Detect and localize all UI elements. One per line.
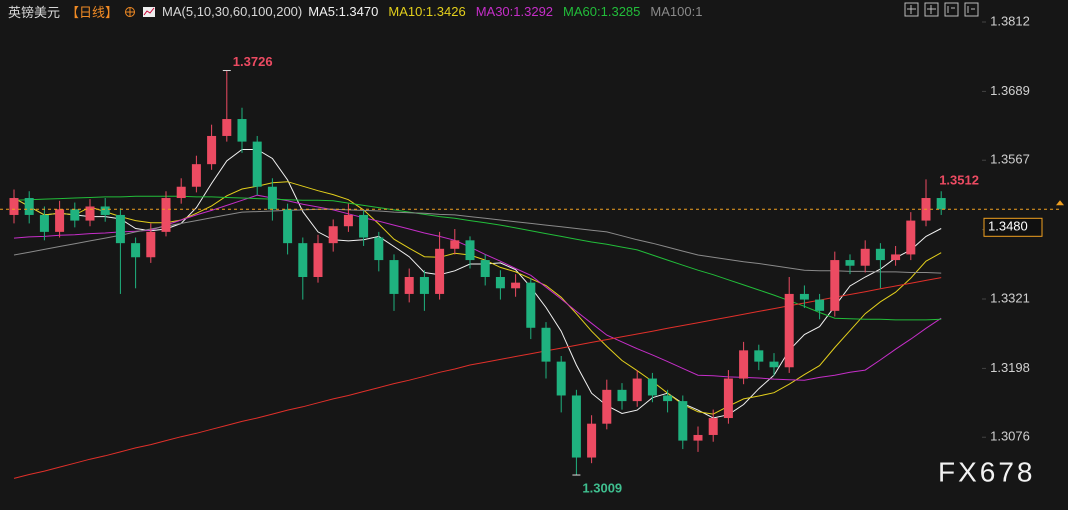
candle-body bbox=[222, 119, 232, 136]
symbol: 英镑美元 bbox=[8, 5, 61, 20]
ma-line bbox=[13, 277, 942, 479]
candle-body bbox=[495, 277, 505, 289]
ma-label: MA5:1.3470 bbox=[308, 4, 379, 19]
candle-body bbox=[85, 206, 95, 221]
candle-body bbox=[647, 378, 657, 396]
y-tick-label: 1.3321 bbox=[990, 290, 1030, 305]
ma-title: MA(5,10,30,60,100,200) bbox=[162, 4, 303, 19]
candle-body bbox=[541, 327, 551, 362]
candle-body bbox=[389, 260, 399, 294]
candle-body bbox=[267, 186, 277, 210]
candle-body bbox=[723, 378, 733, 419]
candle-body bbox=[465, 240, 475, 261]
candle-body bbox=[191, 164, 201, 187]
candle-body bbox=[556, 361, 566, 396]
settings-icon[interactable] bbox=[124, 6, 136, 18]
y-tick-label: 1.3812 bbox=[990, 13, 1030, 28]
last-price-arrow bbox=[1056, 200, 1064, 206]
candle-body bbox=[374, 237, 384, 261]
candle-body bbox=[906, 220, 916, 255]
y-tick-label: 1.3567 bbox=[990, 152, 1030, 167]
watermark: FX678 bbox=[938, 456, 1036, 487]
candle-body bbox=[298, 243, 308, 278]
candle-body bbox=[860, 248, 870, 266]
candle-body bbox=[9, 198, 19, 215]
candle-body bbox=[313, 243, 323, 278]
period[interactable]: 【日线】 bbox=[66, 5, 119, 20]
candle-body bbox=[617, 389, 627, 402]
candle-body bbox=[131, 243, 141, 258]
candle-body bbox=[875, 248, 885, 261]
candle-body bbox=[815, 299, 825, 311]
ma-label: MA10:1.3426 bbox=[388, 4, 466, 19]
candle-body bbox=[237, 119, 247, 142]
candle-body bbox=[39, 214, 49, 232]
low-label: 1.3009 bbox=[582, 480, 622, 495]
candle-body bbox=[678, 401, 688, 441]
candle-body bbox=[602, 389, 612, 424]
candle-body bbox=[435, 248, 445, 294]
candle-body bbox=[55, 209, 65, 232]
ma-line bbox=[13, 195, 942, 321]
candle-body bbox=[632, 378, 642, 402]
ma-label: MA100:1 bbox=[650, 4, 703, 19]
candle-body bbox=[359, 214, 369, 238]
last-high-label: 1.3512 bbox=[939, 173, 979, 188]
candle-body bbox=[526, 282, 536, 328]
y-tick-label: 1.3198 bbox=[990, 360, 1030, 375]
candle-body bbox=[450, 240, 460, 249]
candle-body bbox=[754, 350, 764, 362]
ma-label: MA60:1.3285 bbox=[563, 4, 641, 19]
y-tick-label: 1.3689 bbox=[990, 83, 1030, 98]
candle-body bbox=[100, 206, 110, 215]
candle-body bbox=[799, 293, 809, 300]
candle-body bbox=[283, 209, 293, 244]
candle-body bbox=[115, 214, 125, 244]
candle-body bbox=[830, 260, 840, 311]
candle-body bbox=[739, 350, 749, 379]
candle-body bbox=[936, 198, 946, 210]
candle-body bbox=[70, 209, 80, 221]
candle-body bbox=[891, 254, 901, 261]
candle-body bbox=[784, 293, 794, 368]
candle-body bbox=[207, 135, 217, 165]
candle-body bbox=[663, 395, 673, 402]
ma-labels: MA5:1.3470 MA10:1.3426 MA30:1.3292 MA60:1.3… bbox=[308, 4, 702, 19]
candle-body bbox=[511, 282, 521, 289]
candle-body bbox=[343, 214, 353, 227]
candle-body bbox=[480, 260, 490, 278]
candle-body bbox=[146, 231, 156, 258]
candle-body bbox=[708, 418, 718, 435]
candle-body bbox=[769, 361, 779, 368]
candle-body bbox=[252, 141, 262, 187]
candle-body bbox=[161, 198, 171, 232]
candle-body bbox=[404, 277, 414, 294]
candle-body bbox=[24, 198, 34, 215]
high-label: 1.3726 bbox=[233, 54, 273, 69]
candle-body bbox=[587, 423, 597, 458]
indicator-icon[interactable] bbox=[142, 6, 156, 18]
last-price-label: 1.3480 bbox=[988, 219, 1028, 234]
ma-line bbox=[13, 149, 942, 419]
candle-body bbox=[571, 395, 581, 458]
candle-body bbox=[419, 277, 429, 294]
candle-body bbox=[693, 434, 703, 441]
candle-body bbox=[328, 226, 338, 244]
series-layer bbox=[9, 70, 946, 479]
chart-header: 英镑美元 【日线】 MA(5,10,30,60,100,200) MA5:1.3… bbox=[8, 2, 702, 21]
last-price-box bbox=[983, 217, 1043, 237]
toolbar-icons[interactable] bbox=[904, 2, 979, 17]
candle-body bbox=[845, 260, 855, 266]
y-tick-label: 1.3076 bbox=[990, 429, 1030, 444]
candle-body bbox=[176, 186, 186, 199]
ma-label: MA30:1.3292 bbox=[475, 4, 554, 19]
